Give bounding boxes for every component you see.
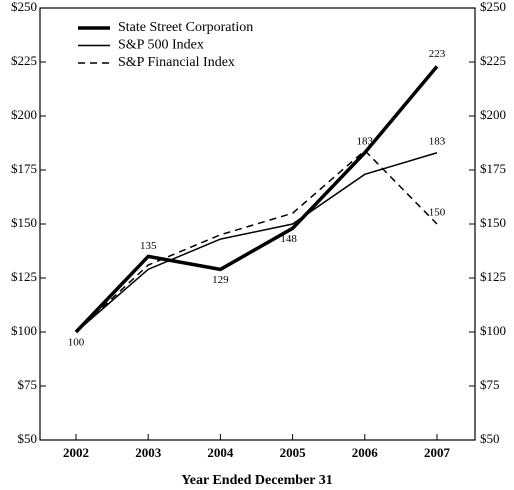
data-label: 148: [280, 233, 297, 245]
data-label: 100: [68, 337, 85, 349]
y-tick-label-right: $75: [480, 377, 500, 392]
legend-label: State Street Corporation: [118, 20, 253, 35]
y-tick-label-right: $250: [480, 0, 506, 14]
legend-label: S&P 500 Index: [118, 38, 204, 53]
y-tick-label: $100: [11, 323, 37, 338]
y-tick-label-right: $175: [480, 161, 506, 176]
data-label: 223: [429, 48, 446, 60]
y-tick-label: $125: [11, 269, 37, 284]
y-tick-label: $75: [18, 377, 38, 392]
y-tick-label-right: $100: [480, 323, 506, 338]
y-tick-label: $250: [11, 0, 37, 14]
y-tick-label: $225: [11, 53, 37, 68]
y-tick-label: $150: [11, 215, 37, 230]
y-tick-label-right: $125: [480, 269, 506, 284]
x-tick-label: 2005: [280, 445, 307, 460]
data-label: 150: [429, 207, 446, 219]
y-tick-label-right: $50: [480, 431, 500, 446]
y-tick-label-right: $225: [480, 53, 506, 68]
x-tick-label: 2002: [63, 445, 89, 460]
plot-frame: [39, 7, 476, 441]
legend-label: S&P Financial Index: [118, 55, 235, 70]
y-tick-label: $200: [11, 107, 37, 122]
series-line: [75, 149, 438, 333]
y-tick-label: $50: [18, 431, 38, 446]
series-line: [75, 152, 438, 333]
y-tick-label-right: $150: [480, 215, 506, 230]
x-tick-label: 2003: [135, 445, 162, 460]
data-label: 129: [212, 274, 229, 286]
data-label: 135: [140, 240, 157, 252]
x-tick-label: 2006: [352, 445, 379, 460]
y-tick-label-right: $200: [480, 107, 506, 122]
x-tick-label: 2007: [424, 445, 451, 460]
data-label: 183: [429, 135, 446, 147]
x-axis-title: Year Ended December 31: [181, 473, 333, 488]
y-tick-label: $175: [11, 161, 37, 176]
series-line: [74, 65, 439, 334]
x-tick-label: 2004: [207, 445, 234, 460]
data-label: 183: [357, 135, 374, 147]
